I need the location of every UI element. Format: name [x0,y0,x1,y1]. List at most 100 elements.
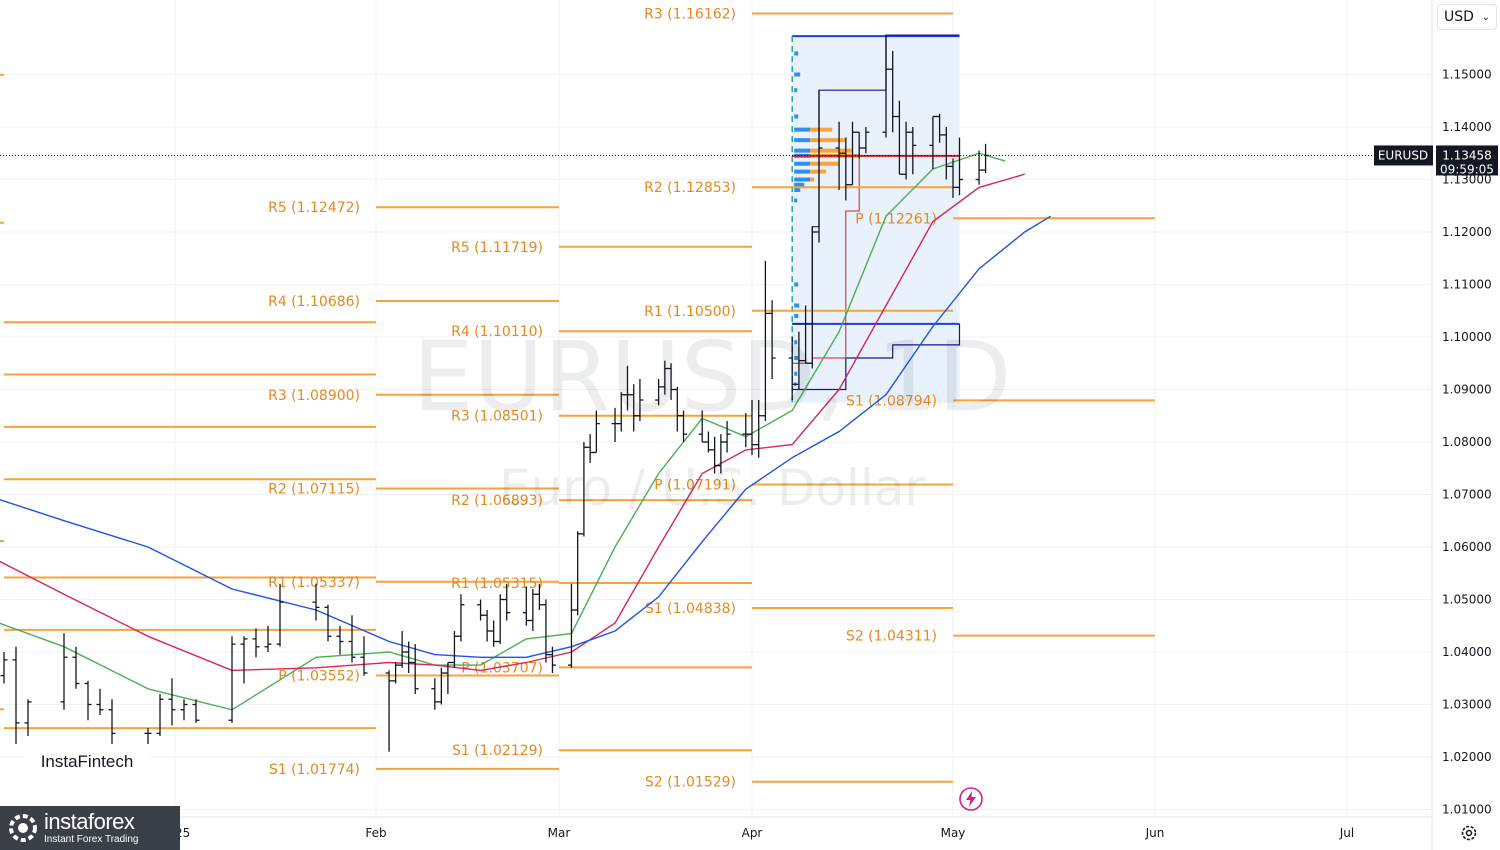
time-axis-background [0,817,1432,850]
price-axis-tick-label: 1.10000 [1442,330,1492,344]
ohlc-bar [548,646,556,673]
ohlc-bar [862,127,870,154]
ohlc-bar [24,699,32,736]
ohlc-bar [276,583,284,647]
ohlc-bar [252,628,260,658]
ohlc-bar [457,594,465,642]
alert-button[interactable] [958,786,984,812]
ohlc-bar [788,337,796,400]
ohlc-bar [324,604,332,642]
price-axis-tick-label: 1.02000 [1442,750,1492,764]
ohlc-bar [795,331,803,390]
pivot-level-label: R3 (1.16162) [644,6,736,22]
ohlc-bar [522,586,530,626]
price-axis-tick-label: 1.06000 [1442,540,1492,554]
countdown-label: 09:59:05 [1440,162,1494,176]
pivot-level-label: S1 (1.08794) [846,393,937,409]
volume-profile-bar [810,127,833,132]
volume-profile-bar [810,161,840,166]
price-axis-tick-label: 1.05000 [1442,593,1492,607]
ohlc-bar [755,400,763,458]
volume-profile-bar [810,138,847,143]
pivot-level-label: R1 (1.10500) [644,304,736,320]
ohlc-bar [942,127,950,180]
ohlc-bar [431,678,439,710]
pivot-level-label: P (1.03707) [461,660,543,676]
ohlc-bar [802,305,810,364]
currency-label: USD [1444,9,1474,25]
price-axis-tick-label: 1.14000 [1442,120,1492,134]
ohlc-bar [936,113,944,143]
volume-profile-bar [810,169,827,174]
moving-averages [0,152,1052,711]
ohlc-bar [405,641,413,673]
settings-button[interactable] [1456,820,1482,846]
ohlc-bar [444,661,452,694]
ohlc-bar [882,35,890,138]
ohlc-bar [956,137,964,196]
ohlc-bar [84,680,92,721]
price-axis-tick-label: 1.07000 [1442,488,1492,502]
ohlc-bar [768,300,776,379]
ohlc-bar [496,594,504,645]
price-axis-tick-label: 1.12000 [1442,225,1492,239]
ohlc-bar [949,158,957,198]
volume-profile-bar [794,198,798,203]
ohlc-bar [535,583,543,610]
price-axis-tick-label: 1.15000 [1442,68,1492,82]
ohlc-bar [503,583,511,621]
ohlc-bar [529,589,537,631]
ohlc-bar [72,646,80,689]
ohlc-bar [849,121,856,186]
ohlc-bar [855,131,863,159]
ohlc-bar [168,678,176,726]
ohlc-bar [264,625,272,652]
ohlc-bar [12,646,20,744]
volume-profile-bar [794,114,799,119]
gear-icon [1461,825,1477,841]
volume-profile-bar [794,161,811,166]
currency-dropdown[interactable]: USD ⌄ [1437,4,1497,30]
pivot-level-label: S2 (1.01529) [645,775,736,791]
time-axis-tick-label: May [941,826,966,840]
ohlc-bar [542,599,550,663]
symbol-tag-label: EURUSD [1378,148,1428,162]
volume-profile-bar [794,356,799,360]
ohlc-bar [902,121,910,180]
volume-profile-bar [794,314,799,318]
volume-profile-bar [794,51,799,56]
volume-profile-bar [794,177,811,182]
pivot-level-label: R2 (1.06893) [451,493,543,509]
ohlc-bar [808,226,816,369]
moving-average-line [0,173,1025,672]
volume-profile-bar [794,127,811,132]
time-axis-tick-label: Jul [1339,826,1354,840]
ohlc-bar [975,150,983,185]
instafintech-label: InstaFintech [40,752,134,771]
ohlc-bar [636,379,644,421]
volume-profile-bar [794,188,801,192]
ohlc-bar [929,115,937,169]
ohlc-bar [723,421,731,453]
pivot-level-label: P (1.12261) [855,211,937,227]
ohlc-bar [437,667,445,705]
time-axis-tick-label: Apr [742,826,763,840]
ohlc-bar [748,400,756,456]
pivot-level-label: R1 (1.05315) [451,576,543,592]
volume-profile-bar [810,148,853,153]
ohlc-bar [483,610,491,642]
pivot-points: R5 (1.10282)R4 (1.09285)R3 (1.08288)R2 (… [0,6,1155,791]
ohlc-bar [180,699,188,721]
volume-profile-bar [794,182,805,187]
ohlc-bar [490,620,498,647]
price-tag [1436,145,1498,176]
ohlc-bar [385,670,393,752]
price-axis-tick-label: 1.11000 [1442,278,1492,292]
lightning-icon [959,787,983,811]
pivot-level-label: S1 (1.04838) [645,601,736,617]
ohlc-bar [411,644,419,694]
price-axis-tick-label: 1.08000 [1442,435,1492,449]
ohlc-bar [348,615,356,663]
ohlc-bar [889,50,897,133]
